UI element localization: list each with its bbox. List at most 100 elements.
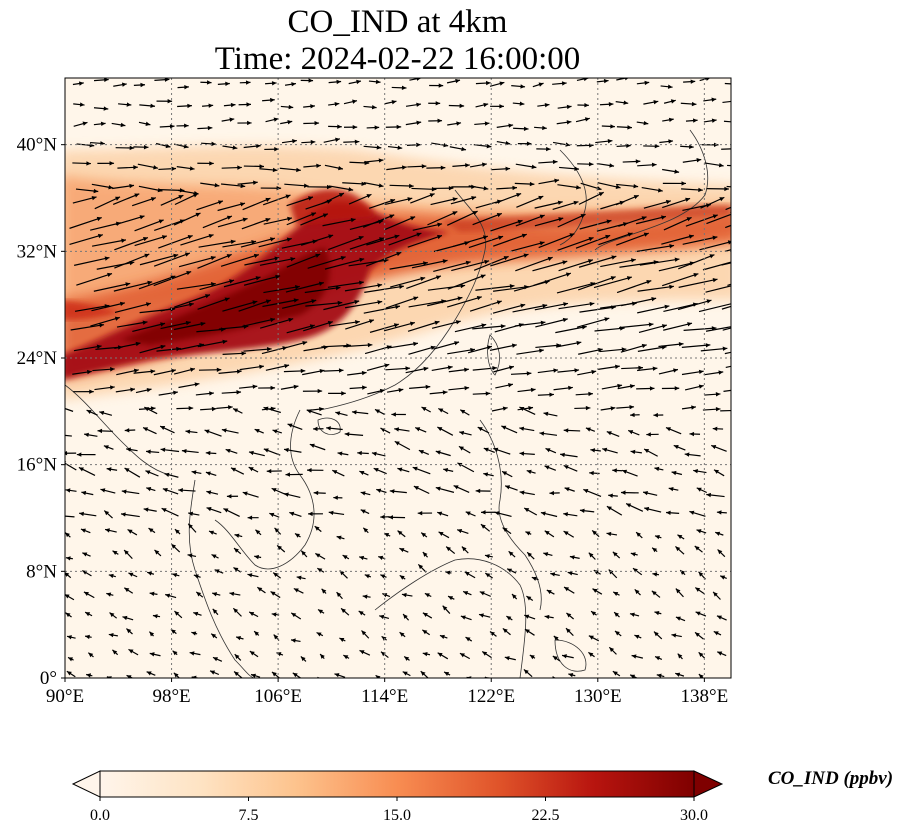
wind-vector-head — [438, 83, 444, 88]
wind-vector-shaft — [472, 325, 506, 330]
wind-vector-shaft — [557, 237, 594, 251]
wind-vector-head — [355, 320, 360, 325]
wind-vector-shaft — [727, 164, 731, 167]
wind-vector-shaft — [515, 256, 553, 272]
wind-vector-head — [457, 296, 463, 301]
wind-vector-head — [416, 142, 421, 148]
wind-vector-head — [459, 430, 465, 436]
wind-vector-shaft — [300, 234, 334, 246]
wind-vector-head — [361, 181, 367, 187]
wind-vector-head — [358, 280, 364, 285]
wind-vector-shaft — [196, 328, 226, 333]
wind-vector-head — [255, 529, 261, 535]
wind-vector-head — [306, 409, 312, 414]
wind-vector-head — [563, 512, 569, 517]
wind-vector-head — [232, 145, 238, 150]
wind-vector-head — [86, 161, 91, 166]
wind-vector-head — [108, 573, 114, 579]
wind-vector-head — [633, 195, 639, 200]
wind-vector-head — [456, 121, 462, 126]
wind-vector-head — [459, 653, 465, 658]
wind-vector-head — [688, 234, 694, 239]
wind-vector-head — [661, 215, 666, 220]
wind-vector-head — [378, 555, 384, 560]
wind-vector-head — [190, 367, 195, 372]
wind-vector-head — [359, 650, 365, 655]
wind-vector-head — [187, 103, 192, 109]
wind-vector-shaft — [91, 239, 127, 247]
wind-vector-head — [476, 295, 482, 301]
wind-vector-head — [641, 343, 647, 349]
wind-vector-head — [566, 120, 572, 125]
wind-vector-shaft — [593, 276, 632, 289]
wind-vector-head — [483, 447, 489, 452]
wind-vector-shaft — [427, 211, 458, 226]
wind-vector-head — [652, 547, 658, 553]
wind-vector-head — [681, 181, 687, 186]
wind-vector-head — [246, 102, 251, 107]
latitude-tick-label: 32°N — [17, 241, 58, 262]
wind-vector-shaft — [558, 302, 595, 310]
wind-vector-shaft — [723, 389, 731, 392]
wind-vector-head — [369, 319, 374, 324]
wind-vector-head — [539, 348, 544, 353]
wind-vector-head — [649, 386, 655, 391]
wind-vector-head — [193, 574, 199, 579]
wind-vector-head — [352, 99, 357, 104]
wind-vector-shaft — [594, 327, 625, 332]
wind-vector-head — [384, 533, 390, 538]
wind-vector-head — [492, 366, 497, 371]
wind-vector-head — [83, 591, 89, 597]
wind-vector-head — [531, 576, 537, 581]
wind-vector-head — [222, 339, 228, 345]
wind-vector-head — [576, 185, 581, 190]
wind-vector-head — [57, 514, 62, 518]
wind-vector-shaft — [303, 321, 333, 332]
wind-vector-head — [120, 512, 126, 517]
wind-vector-shaft — [158, 235, 193, 249]
wind-vector-head — [568, 672, 574, 678]
wind-vector-head — [712, 426, 718, 431]
wind-vector-head — [549, 490, 555, 496]
wind-vector-head — [416, 120, 422, 126]
wind-vector-shaft — [343, 344, 373, 348]
wind-vector-head — [499, 104, 504, 109]
wind-vector-head — [326, 184, 332, 190]
wind-vector-head — [358, 611, 364, 616]
wind-vector-head — [150, 369, 156, 374]
wind-vector-shaft — [240, 237, 276, 248]
wind-vector-head — [437, 118, 443, 123]
wind-vector-head — [526, 596, 532, 601]
wind-vector-head — [171, 544, 177, 549]
wind-vector-head — [316, 163, 321, 169]
wind-vector-head — [563, 302, 569, 307]
wind-vector-head — [124, 587, 130, 593]
wind-vector-head — [442, 605, 448, 611]
wind-vector-head — [580, 214, 586, 219]
wind-vector-head — [588, 161, 594, 167]
wind-vector-shaft — [259, 257, 296, 266]
wind-vector-head — [255, 143, 261, 149]
wind-vector-shaft — [286, 253, 321, 268]
wind-vector-head — [539, 431, 545, 436]
wind-vector-head — [172, 572, 178, 578]
wind-vector-head — [588, 635, 594, 640]
wind-vector-head — [300, 656, 306, 662]
wind-vector-head — [511, 593, 517, 599]
wind-vector-shaft — [408, 345, 436, 355]
wind-vector-head — [643, 120, 649, 126]
wind-vector-head — [612, 468, 617, 473]
wind-vector-head — [693, 468, 698, 474]
wind-vector-head — [237, 165, 242, 170]
wind-vector-head — [146, 449, 151, 454]
wind-vector-head — [150, 406, 156, 411]
wind-vector-shaft — [468, 235, 504, 249]
wind-vector-shaft — [493, 233, 527, 247]
wind-vector-head — [375, 675, 381, 678]
wind-vector-head — [185, 320, 191, 326]
wind-vector-shaft — [65, 515, 75, 518]
wind-vector-head — [630, 552, 636, 557]
wind-vector-head — [277, 545, 283, 551]
wind-vector-head — [312, 426, 318, 432]
wind-vector-head — [245, 80, 251, 85]
